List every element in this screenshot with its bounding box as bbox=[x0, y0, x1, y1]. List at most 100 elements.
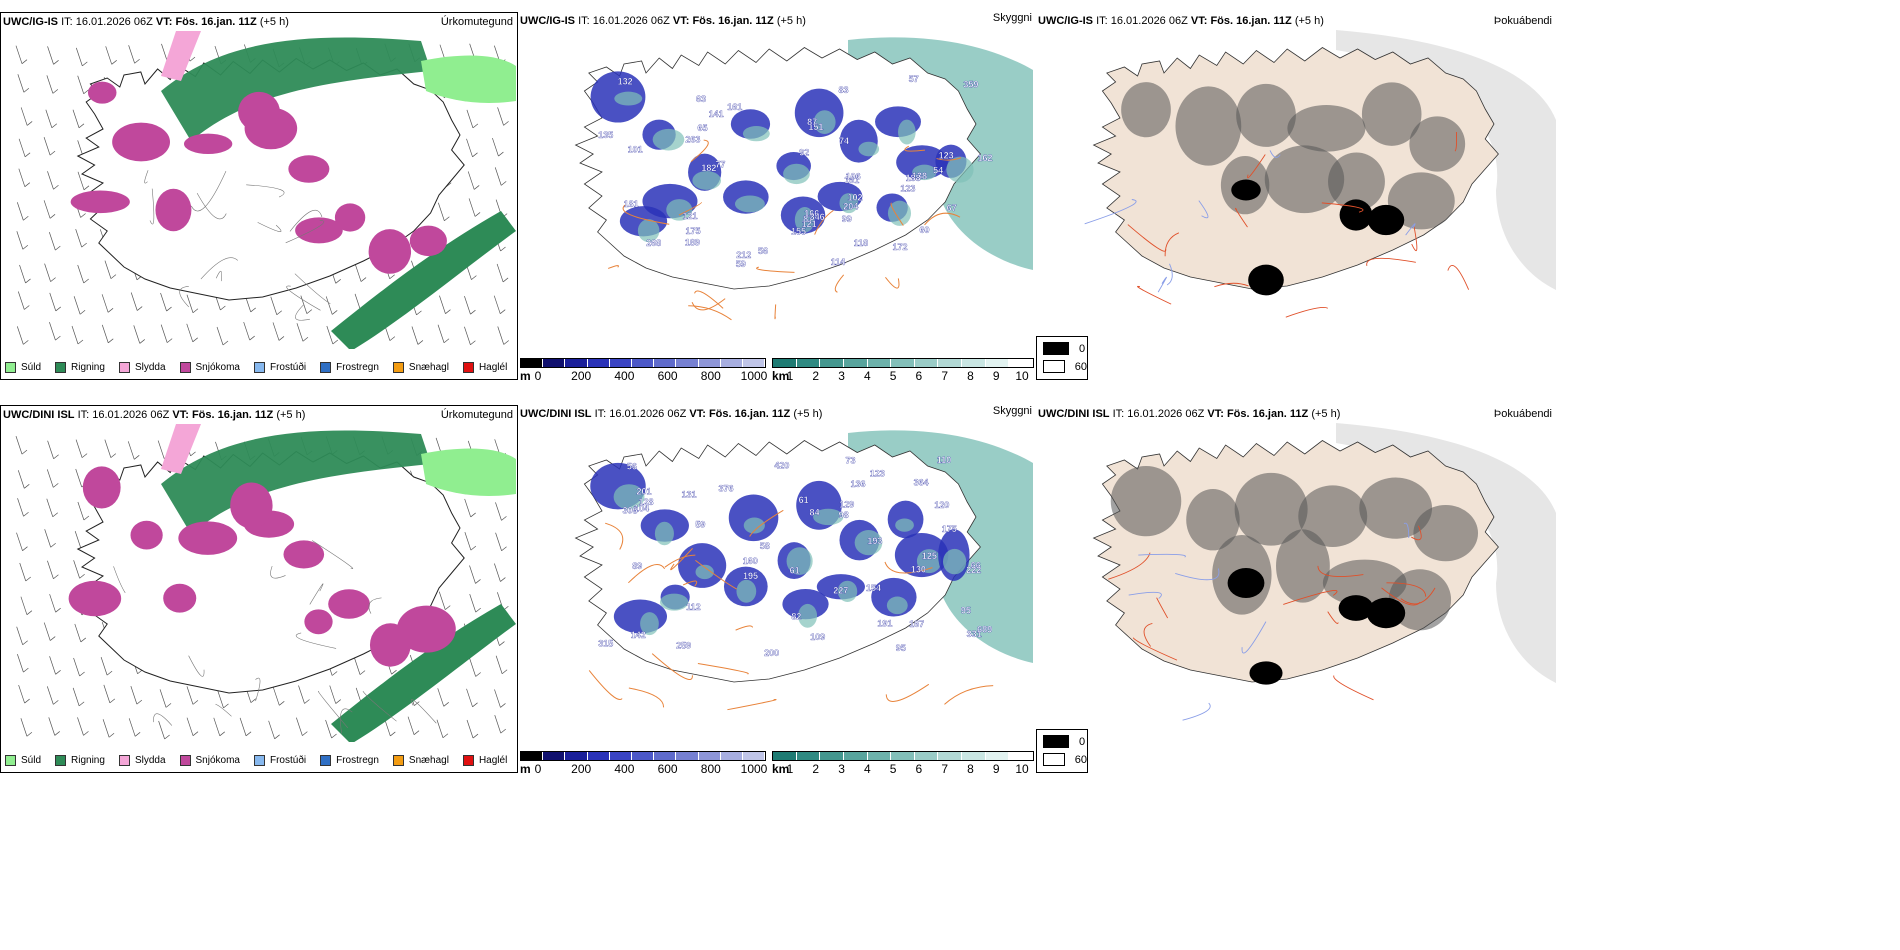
colorbar-tick: 7 bbox=[941, 762, 948, 776]
colorbar-swatch bbox=[796, 359, 821, 367]
colorbar-swatch bbox=[565, 359, 588, 367]
fog-legend-label: 60 bbox=[1074, 753, 1087, 766]
colorbar-swatch bbox=[631, 359, 655, 367]
legend-swatch bbox=[392, 755, 404, 766]
colorbar-tick: 800 bbox=[700, 369, 721, 383]
colorbar-swatch bbox=[521, 359, 544, 367]
colorbar-tick: 3 bbox=[838, 762, 845, 776]
colorbar-tick: 200 bbox=[571, 762, 592, 776]
colorbar-tick: 2 bbox=[812, 762, 820, 776]
ceiling-label: 125 bbox=[922, 551, 937, 561]
legend-item: Frostúði bbox=[253, 362, 306, 373]
fog-legend-swatch bbox=[1043, 342, 1069, 355]
colorbar-tick: 7 bbox=[941, 369, 948, 383]
colorbar-swatch bbox=[609, 359, 632, 367]
ceiling-label: 112 bbox=[686, 602, 701, 612]
legend-swatch bbox=[5, 755, 16, 766]
ceiling-label: 114 bbox=[831, 257, 846, 267]
colorbar-ticks: 0 200 400 600 800 1000 bbox=[520, 761, 768, 776]
ceiling-label: 58 bbox=[760, 541, 770, 551]
ceiling-label: 136 bbox=[850, 479, 865, 489]
ceiling-label: 161 bbox=[844, 175, 859, 185]
legend-item: Snæhagl bbox=[392, 362, 449, 373]
ceiling-label: 77 bbox=[715, 160, 725, 170]
cloud-map: 315 123 131 175 195 364 331 200 154 130 73 120 112 98… bbox=[574, 430, 1033, 711]
colorbar-swatch bbox=[843, 752, 868, 760]
legend-item: Rigning bbox=[55, 362, 105, 373]
colorbar-swatch bbox=[938, 752, 963, 760]
ceiling-label: 60 bbox=[920, 225, 930, 235]
ceiling-label: 121 bbox=[802, 219, 817, 229]
ceiling-label: 162 bbox=[977, 153, 992, 163]
precip-panel-top: UWC/IG-IS IT: 16.01.2026 06Z VT: Fös. 16… bbox=[0, 12, 518, 380]
ceiling-label: 175 bbox=[686, 226, 701, 236]
colorbar-tick: 10 bbox=[1015, 369, 1029, 383]
legend-label: Frostúði bbox=[269, 755, 307, 766]
legend-item: Slydda bbox=[118, 362, 166, 373]
fog-legend-label: 60 bbox=[1074, 360, 1087, 373]
colorbar-tick: 4 bbox=[863, 762, 871, 776]
colorbar-swatch bbox=[985, 359, 1010, 367]
ceiling-label: 61 bbox=[799, 495, 809, 505]
colorbar-tick: 0 bbox=[534, 762, 542, 776]
panel-title: Þokuábendi bbox=[1493, 15, 1552, 27]
legend-label: Slydda bbox=[134, 755, 166, 766]
ceiling-label: 106 bbox=[846, 171, 861, 181]
visibility-colorbar-top: km 1 2 3 4 5 6 7 8 9 10 bbox=[772, 358, 1034, 392]
cloud-panel-top: UWC/IG-IS IT: 16.01.2026 06Z VT: Fös. 16… bbox=[518, 12, 1036, 380]
fog-legend-bottom: 0 60 bbox=[1036, 729, 1088, 773]
colorbar-swatch bbox=[720, 359, 743, 367]
fog-legend-swatch bbox=[1043, 735, 1069, 748]
colorbar-swatch bbox=[1009, 359, 1034, 367]
ceiling-label: 73 bbox=[846, 455, 856, 465]
colorbar-unit: m bbox=[520, 762, 531, 776]
legend-swatch bbox=[253, 362, 265, 373]
legend-label: Snæhagl bbox=[408, 362, 449, 373]
fog-map bbox=[1084, 30, 1556, 318]
ceiling-label: 689 bbox=[977, 624, 992, 634]
ceiling-label: 364 bbox=[914, 477, 929, 487]
colorbar-tick: 800 bbox=[700, 762, 721, 776]
colorbar-swatch bbox=[565, 752, 588, 760]
legend-label: Frostregn bbox=[336, 755, 379, 766]
ceiling-label: 130 bbox=[911, 565, 926, 575]
colorbar-tick: 4 bbox=[863, 369, 871, 383]
ceiling-label: 315 bbox=[598, 639, 613, 649]
legend-label: Haglél bbox=[478, 755, 508, 766]
ceiling-colorbar-top: m 0 200 400 600 800 1000 bbox=[520, 358, 767, 392]
colorbar-swatch bbox=[521, 752, 544, 760]
cloud-map: 135 161 138 161 263 189 162 123 106 121 99 57 101 92 1… bbox=[574, 37, 1033, 321]
ceiling-label: 118 bbox=[854, 238, 869, 248]
ceiling-label: 56 bbox=[758, 246, 768, 256]
ceiling-label: 167 bbox=[909, 619, 924, 629]
colorbar-swatch bbox=[962, 359, 986, 367]
colorbar-swatch bbox=[867, 359, 892, 367]
ceiling-label: 110 bbox=[937, 455, 952, 465]
colorbar-tick: 6 bbox=[915, 762, 923, 776]
ceiling-label: 65 bbox=[697, 123, 707, 133]
legend-item: Slydda bbox=[118, 755, 166, 766]
colorbar-swatch bbox=[891, 752, 915, 760]
colorbar-swatches bbox=[772, 751, 1034, 761]
legend-swatch bbox=[55, 755, 67, 766]
legend-item: Snjókoma bbox=[179, 362, 240, 373]
colorbar-swatch bbox=[587, 752, 610, 760]
colorbar-swatch bbox=[773, 752, 797, 760]
ceiling-label: 151 bbox=[808, 122, 823, 132]
colorbar-swatch bbox=[796, 752, 821, 760]
colorbar-unit: m bbox=[520, 369, 531, 383]
colorbar-swatches bbox=[772, 358, 1034, 368]
colorbar-tick: 400 bbox=[614, 762, 635, 776]
legend-label: Súld bbox=[21, 755, 42, 766]
colorbar-swatch bbox=[962, 752, 986, 760]
ceiling-label: 175 bbox=[942, 524, 957, 534]
colorbar-swatch bbox=[742, 752, 766, 760]
colorbar-tick: 3 bbox=[838, 369, 845, 383]
colorbar-tick: 600 bbox=[657, 369, 678, 383]
ceiling-label: 154 bbox=[866, 583, 881, 593]
legend-swatch bbox=[462, 362, 474, 373]
legend-swatch bbox=[55, 362, 67, 373]
ceiling-label: 193 bbox=[867, 536, 882, 546]
colorbar-swatch bbox=[587, 359, 610, 367]
ceiling-label: 227 bbox=[833, 585, 848, 595]
